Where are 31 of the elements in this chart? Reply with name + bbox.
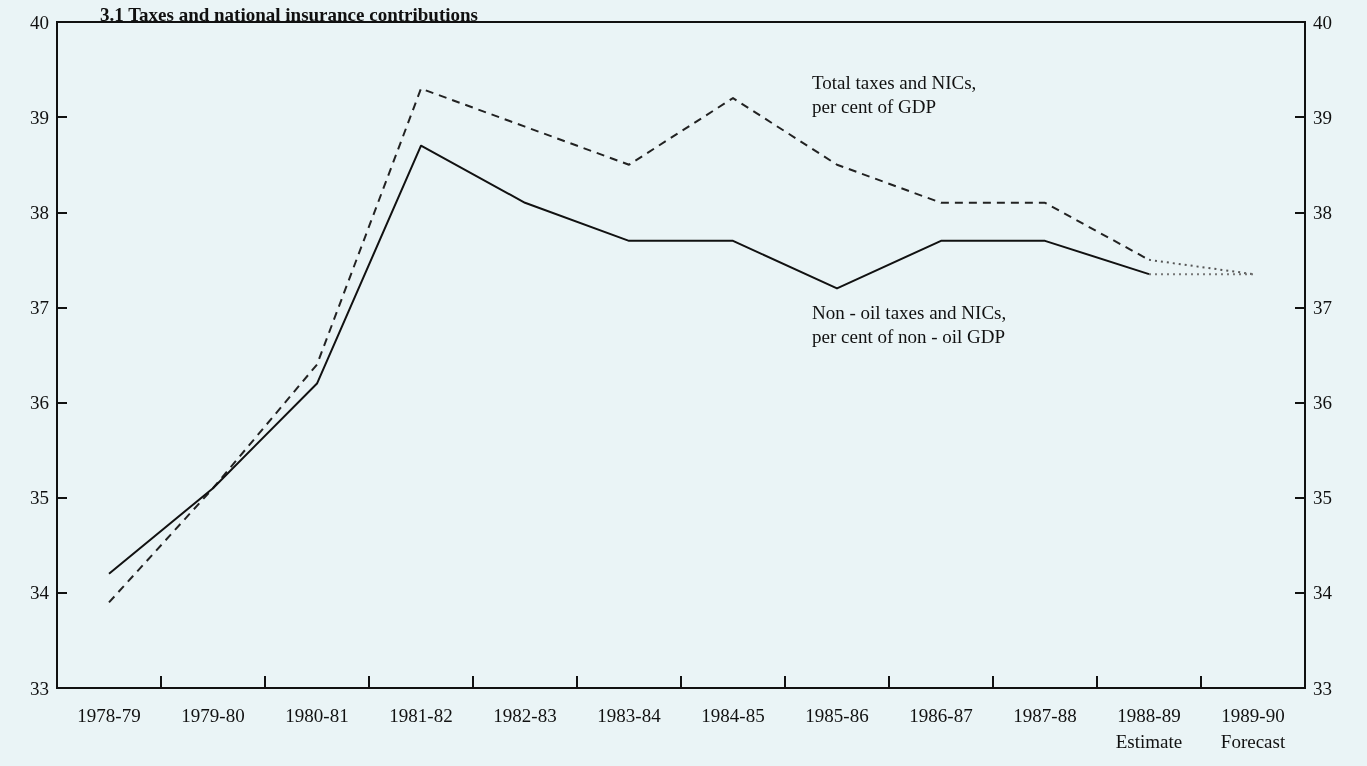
y2-tick-label: 34 [1313, 582, 1333, 604]
y-tick-label: 40 [30, 11, 49, 33]
x-tick-label: 1984-85 [701, 704, 765, 726]
y2-tick-label: 37 [1313, 296, 1332, 318]
annotation: Total taxes and NICs, per cent of GDP [812, 71, 977, 117]
chart-title: 3.1 Taxes and national insurance contributions [100, 4, 478, 25]
x-tick-label: 1985-86 [805, 704, 869, 726]
x-tick-label: 1978-79 [77, 704, 141, 726]
y-tick-label: 37 [30, 296, 49, 318]
y-tick-label: 36 [30, 392, 49, 414]
annotation: Non - oil taxes and NICs, per cent of non - oil GDP [812, 301, 1007, 347]
y-tick-label: 39 [30, 106, 49, 128]
x-tick-label: 1980-81 [285, 704, 349, 726]
y-tick-label: 38 [30, 201, 49, 223]
y2-tick-label: 38 [1313, 201, 1332, 223]
y-tick-label: 35 [30, 487, 49, 509]
x-tick-label: 1986-87 [909, 704, 973, 726]
x-tick-label: 1983-84 [597, 704, 662, 726]
y-tick-label: 34 [30, 582, 50, 604]
y-tick-label: 33 [30, 677, 49, 699]
y2-tick-label: 36 [1313, 392, 1332, 414]
x-tick-label: 1979-80 [181, 704, 245, 726]
y2-tick-label: 33 [1313, 677, 1332, 699]
y2-tick-label: 35 [1313, 487, 1332, 509]
x-tick-label: 1982-83 [493, 704, 557, 726]
x-tick-label: 1989-90 Forecast [1220, 704, 1286, 752]
x-tick-label: 1981-82 [389, 704, 453, 726]
y2-tick-label: 40 [1313, 11, 1332, 33]
x-tick-label: 1988-89 Estimate [1115, 704, 1183, 752]
x-tick-label: 1987-88 [1013, 704, 1077, 726]
y2-tick-label: 39 [1313, 106, 1332, 128]
